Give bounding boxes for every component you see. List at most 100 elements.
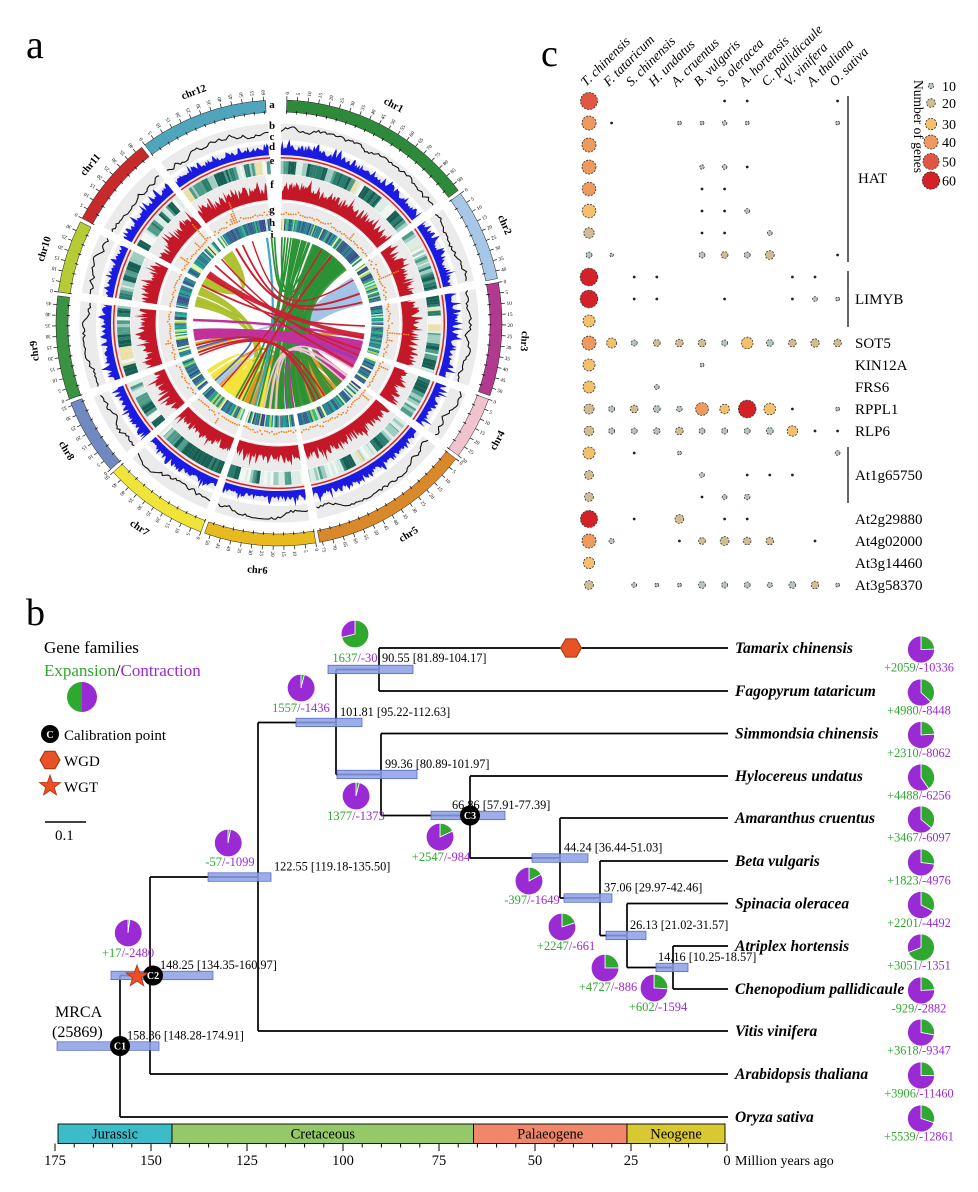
svg-text:Simmondsia chinensis: Simmondsia chinensis (735, 726, 878, 743)
svg-text:10: 10 (51, 265, 58, 272)
svg-text:10: 10 (307, 91, 314, 97)
svg-text:40: 40 (217, 96, 224, 103)
svg-text:0: 0 (503, 279, 507, 285)
svg-text:25: 25 (490, 234, 497, 242)
svg-text:30: 30 (942, 118, 956, 133)
svg-text:35: 35 (498, 256, 505, 263)
svg-text:60: 60 (352, 538, 360, 545)
svg-text:WGT: WGT (64, 780, 98, 796)
svg-text:5: 5 (488, 410, 493, 417)
svg-text:10: 10 (51, 376, 58, 383)
svg-text:5: 5 (302, 550, 308, 554)
svg-text:35: 35 (235, 548, 242, 555)
svg-text:0: 0 (492, 399, 497, 406)
svg-text:20: 20 (473, 439, 481, 447)
svg-text:+2247/-661: +2247/-661 (537, 939, 595, 953)
svg-text:25: 25 (69, 424, 77, 432)
svg-text:Spinacia oleracea: Spinacia oleracea (735, 896, 849, 913)
svg-text:SOT5: SOT5 (855, 336, 891, 352)
svg-text:37.06 [29.97-42.46]: 37.06 [29.97-42.46] (604, 881, 702, 895)
svg-text:C: C (46, 730, 53, 741)
svg-text:50: 50 (496, 388, 503, 395)
svg-text:Vitis vinifera: Vitis vinifera (735, 1023, 817, 1040)
svg-text:40: 40 (118, 489, 126, 497)
svg-text:0: 0 (74, 211, 79, 218)
svg-text:15: 15 (280, 551, 286, 557)
svg-text:30: 30 (195, 102, 203, 109)
svg-text:30: 30 (64, 414, 72, 422)
svg-text:Neogene: Neogene (650, 1127, 702, 1143)
svg-text:35: 35 (45, 322, 51, 328)
svg-text:b: b (26, 592, 45, 634)
svg-text:HAT: HAT (858, 171, 887, 187)
svg-text:40: 40 (942, 136, 956, 151)
svg-text:0: 0 (723, 1153, 730, 1169)
svg-text:Beta vulgaris: Beta vulgaris (734, 853, 820, 870)
svg-text:20: 20 (269, 551, 275, 557)
svg-text:25: 25 (258, 551, 264, 557)
svg-text:C1: C1 (114, 1042, 126, 1053)
svg-text:150: 150 (140, 1153, 162, 1169)
svg-text:35: 35 (126, 496, 134, 504)
svg-text:25: 25 (419, 500, 427, 508)
svg-text:80: 80 (442, 159, 450, 167)
svg-text:35: 35 (119, 148, 127, 156)
svg-text:30: 30 (494, 245, 501, 252)
svg-text:30: 30 (65, 222, 73, 230)
svg-text:45: 45 (380, 113, 388, 121)
svg-text:75: 75 (434, 151, 442, 159)
svg-text:15: 15 (478, 429, 486, 437)
svg-text:25: 25 (144, 510, 152, 518)
svg-text:50: 50 (102, 473, 110, 481)
svg-text:KIN12A: KIN12A (855, 358, 908, 374)
svg-text:75: 75 (432, 1153, 447, 1169)
svg-text:Oryza sativa: Oryza sativa (735, 1109, 814, 1126)
svg-text:+5539/-12861: +5539/-12861 (884, 1130, 954, 1144)
svg-text:Atriplex hortensis: Atriplex hortensis (734, 938, 849, 955)
svg-text:(25869): (25869) (52, 1024, 103, 1041)
svg-text:90: 90 (457, 176, 465, 184)
svg-text:85: 85 (449, 167, 457, 175)
svg-text:55: 55 (399, 124, 407, 132)
svg-text:Cretaceous: Cretaceous (291, 1127, 356, 1143)
svg-text:C3: C3 (464, 811, 476, 822)
svg-text:45: 45 (227, 93, 234, 100)
svg-text:LIMYB: LIMYB (855, 292, 903, 308)
svg-text:-57/-1099: -57/-1099 (205, 855, 254, 869)
svg-text:10: 10 (942, 80, 956, 95)
svg-text:Amaranthus cruentus: Amaranthus cruentus (734, 810, 875, 827)
svg-text:10: 10 (443, 477, 451, 485)
svg-text:90.55 [81.89-104.17]: 90.55 [81.89-104.17] (382, 651, 487, 665)
svg-text:50: 50 (203, 539, 210, 546)
svg-text:15: 15 (481, 214, 489, 222)
svg-text:20: 20 (328, 94, 335, 101)
svg-text:-397/-1649: -397/-1649 (504, 893, 560, 907)
svg-text:0: 0 (49, 287, 53, 293)
svg-text:10: 10 (155, 121, 163, 129)
svg-text:10: 10 (86, 452, 94, 460)
svg-text:25: 25 (339, 97, 346, 104)
svg-text:chr3: chr3 (518, 331, 530, 352)
svg-text:0: 0 (458, 461, 464, 468)
svg-text:Chenopodium pallidicaule: Chenopodium pallidicaule (735, 981, 904, 998)
svg-text:35: 35 (206, 99, 213, 106)
svg-text:10: 10 (506, 301, 512, 307)
svg-text:At2g29880: At2g29880 (855, 512, 923, 528)
svg-text:20: 20 (427, 493, 435, 501)
svg-text:35: 35 (360, 104, 368, 111)
svg-text:0: 0 (464, 187, 470, 194)
svg-text:WGD: WGD (64, 754, 100, 770)
svg-text:55: 55 (362, 534, 370, 541)
svg-text:15: 15 (165, 116, 173, 124)
svg-text:75: 75 (320, 547, 327, 554)
svg-text:5: 5 (184, 531, 191, 536)
svg-text:10: 10 (173, 527, 181, 535)
svg-text:Palaeogene: Palaeogene (517, 1127, 583, 1143)
svg-text:65: 65 (417, 137, 425, 145)
svg-text:45: 45 (500, 377, 507, 384)
svg-text:50: 50 (942, 156, 956, 171)
svg-text:100: 100 (332, 1153, 354, 1169)
svg-text:MRCA: MRCA (55, 1004, 103, 1021)
svg-text:60: 60 (942, 175, 956, 190)
svg-text:25: 25 (46, 344, 52, 351)
